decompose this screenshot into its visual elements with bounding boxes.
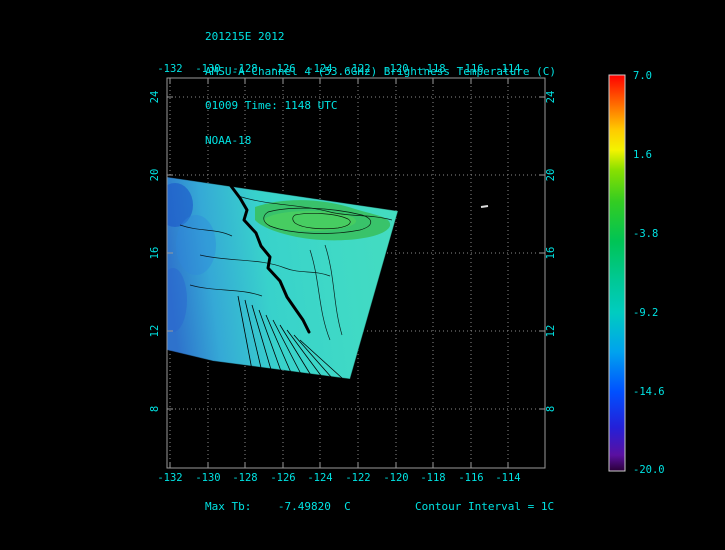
coastline	[229, 184, 311, 334]
max-tb-readout: Max Tb: -7.49820 C	[205, 500, 351, 513]
x-tick-label: -130	[195, 472, 220, 484]
header-date: 201215E 2012	[205, 30, 285, 43]
contour-interval-readout: Contour Interval = 1C	[415, 500, 555, 513]
colorbar-gradient	[608, 74, 626, 472]
x-tick-label: -124	[307, 63, 332, 75]
y-tick-label: 20	[149, 169, 161, 182]
y-tick-label: 12	[545, 325, 557, 338]
x-tick-label: -126	[270, 63, 295, 75]
colorbar-tick-label: -3.8	[633, 228, 658, 240]
y-tick-label: 24	[545, 91, 557, 104]
x-tick-label: -132	[157, 472, 182, 484]
x-tick-label: -114	[495, 472, 520, 484]
stray-mark	[480, 205, 489, 208]
header-orbit-time: 01009 Time: 1148 UTC	[205, 99, 338, 112]
x-tick-label: -124	[307, 472, 332, 484]
plot-frame	[166, 77, 546, 469]
x-tick-label: -126	[270, 472, 295, 484]
x-tick-label: -116	[458, 472, 483, 484]
cold-patch	[167, 268, 187, 332]
y-axis-labels-left: 24 20 16 12 8	[149, 91, 161, 412]
x-tick-label: -122	[345, 63, 370, 75]
header-satellite: NOAA-18	[205, 133, 252, 147]
plot-header: 201215E 2012 AMSU-A Channel 4 (53.6GHz) …	[205, 8, 556, 169]
x-tick-label: -120	[383, 63, 408, 75]
x-tick-label: -118	[420, 63, 445, 75]
y-tick-label: 8	[545, 406, 557, 412]
data-swath	[167, 176, 489, 380]
colorbar: 7.0 1.6 -3.8 -9.2 -14.6 -20.0	[608, 70, 665, 476]
contour-lines	[179, 195, 393, 341]
y-tick-label: 24	[149, 91, 161, 104]
x-tick-label: -128	[232, 63, 257, 75]
contour-fan	[237, 295, 343, 379]
colorbar-labels: 7.0 1.6 -3.8 -9.2 -14.6 -20.0	[633, 70, 665, 476]
x-tick-label: -132	[157, 63, 182, 75]
colorbar-tick-label: -9.2	[633, 307, 658, 319]
x-tick-label: -116	[458, 63, 483, 75]
x-tick-label: -120	[383, 472, 408, 484]
x-tick-label: -114	[495, 63, 520, 75]
x-axis-labels-top: -132 -130 -128 -126 -124 -122 -120 -118 …	[157, 63, 520, 75]
y-tick-label: 12	[149, 325, 161, 338]
colorbar-tick-label: -14.6	[633, 386, 665, 398]
y-axis-labels-right: 24 20 16 12 8	[545, 91, 557, 412]
x-axis-labels-bottom: -132 -130 -128 -126 -124 -122 -120 -118 …	[157, 472, 520, 484]
x-tick-label: -128	[232, 472, 257, 484]
header-title: AMSU-A Channel 4 (53.6GHz) Brightness Te…	[205, 64, 556, 78]
x-tick-label: -122	[345, 472, 370, 484]
y-tick-label: 16	[149, 247, 161, 260]
colorbar-tick-label: -20.0	[633, 464, 665, 476]
y-tick-label: 8	[149, 406, 161, 412]
colorbar-tick-label: 1.6	[633, 149, 652, 161]
y-tick-label: 16	[545, 247, 557, 260]
x-tick-label: -118	[420, 472, 445, 484]
y-tick-label: 20	[545, 169, 557, 182]
x-tick-label: -130	[195, 63, 220, 75]
cold-patch	[167, 183, 193, 227]
warm-patch	[264, 211, 356, 231]
cold-patch	[176, 215, 216, 275]
colorbar-tick-label: 7.0	[633, 70, 652, 82]
map-grid	[167, 78, 545, 468]
axis-ticks	[167, 78, 545, 468]
